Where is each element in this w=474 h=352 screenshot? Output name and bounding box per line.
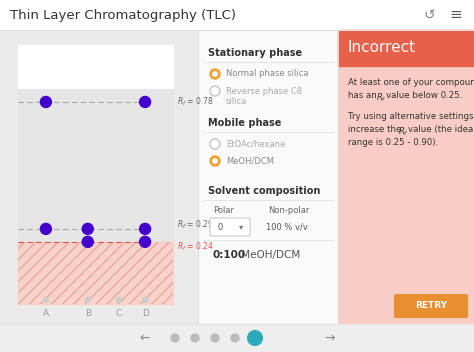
Text: B: B [85, 309, 91, 319]
Bar [18, 89, 173, 296]
Circle shape [211, 334, 219, 342]
Text: ▾: ▾ [239, 222, 243, 232]
Text: C: C [116, 309, 122, 319]
FancyBboxPatch shape [210, 218, 250, 236]
Text: MeOH/DCM: MeOH/DCM [226, 157, 274, 165]
Text: EtOAc/hexane: EtOAc/hexane [226, 139, 285, 149]
Text: increase the: increase the [348, 125, 404, 134]
Circle shape [82, 224, 93, 234]
Text: Try using alternative settings to: Try using alternative settings to [348, 112, 474, 121]
Text: Stationary phase: Stationary phase [208, 48, 302, 58]
Text: Solvent composition: Solvent composition [208, 186, 320, 196]
Text: ≡: ≡ [450, 7, 462, 23]
Text: Polar: Polar [213, 206, 234, 215]
Text: Incorrect: Incorrect [348, 40, 416, 56]
Text: D: D [142, 309, 148, 319]
Bar [18, 242, 173, 304]
Text: 0:100: 0:100 [213, 250, 246, 260]
Circle shape [140, 96, 151, 107]
Circle shape [40, 224, 51, 234]
Text: value below 0.25.: value below 0.25. [386, 91, 462, 100]
Text: ↺: ↺ [423, 8, 435, 22]
Circle shape [171, 334, 179, 342]
Text: 0: 0 [218, 222, 223, 232]
Text: $R_f$ = 0.29: $R_f$ = 0.29 [177, 219, 214, 231]
Text: $R_f$ = 0.78: $R_f$ = 0.78 [177, 96, 213, 108]
Bar [0, 324, 474, 352]
Circle shape [140, 224, 151, 234]
Text: value (the ideal: value (the ideal [408, 125, 474, 134]
Bar [0, 0, 474, 30]
Circle shape [213, 159, 217, 163]
Bar [338, 30, 474, 66]
Bar [198, 30, 338, 324]
Bar [0, 30, 198, 324]
Text: ←: ← [140, 332, 150, 345]
Text: Mobile phase: Mobile phase [208, 118, 282, 128]
Text: Reverse phase C8: Reverse phase C8 [226, 87, 302, 95]
Text: silica: silica [226, 98, 247, 107]
Text: $R_f$ = 0.24: $R_f$ = 0.24 [177, 240, 214, 253]
Text: Non-polar: Non-polar [268, 206, 310, 215]
Text: $R_f$: $R_f$ [376, 91, 387, 103]
Text: $R_f$: $R_f$ [398, 125, 409, 138]
Circle shape [44, 297, 48, 302]
Bar [18, 242, 173, 304]
Text: Thin Layer Chromatography (TLC): Thin Layer Chromatography (TLC) [10, 8, 236, 21]
Text: RETRY: RETRY [415, 302, 447, 310]
Text: A: A [43, 309, 49, 319]
Bar [18, 45, 173, 304]
Circle shape [116, 297, 121, 302]
FancyBboxPatch shape [394, 294, 468, 318]
Circle shape [85, 297, 90, 302]
Text: Normal phase silica: Normal phase silica [226, 69, 309, 78]
Circle shape [210, 69, 220, 79]
Text: has an: has an [348, 91, 380, 100]
Text: At least one of your compounds: At least one of your compounds [348, 78, 474, 87]
Circle shape [210, 139, 220, 149]
Circle shape [40, 96, 51, 107]
Circle shape [210, 86, 220, 96]
Circle shape [143, 297, 147, 302]
Text: range is 0.25 - 0.90).: range is 0.25 - 0.90). [348, 138, 438, 147]
Circle shape [213, 72, 217, 76]
Circle shape [210, 156, 220, 166]
Circle shape [231, 334, 239, 342]
Circle shape [191, 334, 199, 342]
Circle shape [140, 236, 151, 247]
Text: MeOH/DCM: MeOH/DCM [238, 250, 300, 260]
Text: →: → [325, 332, 335, 345]
Text: 100 % v/v: 100 % v/v [266, 222, 308, 232]
Circle shape [249, 333, 261, 344]
Bar [338, 30, 474, 324]
Circle shape [82, 236, 93, 247]
